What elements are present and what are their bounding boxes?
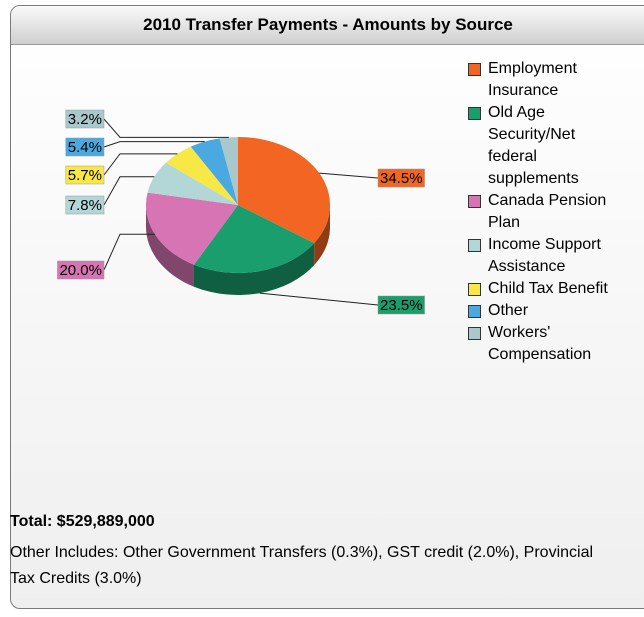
leader-line bbox=[103, 141, 205, 148]
leader-line bbox=[319, 172, 379, 179]
legend-swatch bbox=[468, 305, 481, 318]
data-label: 3.2% bbox=[68, 111, 102, 128]
legend-item: Workers' Compensation bbox=[466, 322, 628, 366]
legend-swatch bbox=[468, 107, 481, 120]
slice-side bbox=[193, 243, 315, 296]
slice bbox=[219, 137, 238, 205]
legend-swatch bbox=[468, 63, 481, 76]
legend-item: Other bbox=[466, 300, 628, 322]
label-box bbox=[65, 195, 105, 215]
leader-line bbox=[103, 233, 155, 271]
legend-label: Employment Insurance bbox=[488, 60, 577, 99]
legend-item: Child Tax Benefit bbox=[466, 278, 628, 300]
data-label: 23.5% bbox=[380, 297, 423, 314]
legend-swatch bbox=[468, 239, 481, 252]
label-box bbox=[65, 137, 105, 157]
other-note: Other Includes: Other Government Transfe… bbox=[10, 544, 594, 587]
legend-label: Old Age Security/Net federal supplements bbox=[488, 104, 579, 187]
legend-label: Child Tax Benefit bbox=[488, 280, 608, 297]
data-label: 5.7% bbox=[68, 167, 102, 184]
leader-line bbox=[103, 118, 229, 138]
slice bbox=[238, 137, 330, 244]
slice bbox=[190, 138, 238, 205]
slice-side bbox=[314, 205, 330, 266]
data-label: 20.0% bbox=[59, 262, 102, 279]
label-box bbox=[65, 165, 105, 185]
total-note: Total: $529,889,000 bbox=[10, 513, 155, 530]
slice bbox=[147, 162, 238, 205]
legend-item: Income Support Assistance bbox=[466, 234, 628, 278]
legend-item: Employment Insurance bbox=[466, 58, 628, 102]
legend: Employment Insurance Old Age Security/Net… bbox=[466, 58, 628, 366]
leader-line bbox=[103, 153, 178, 176]
legend-label: Income Support Assistance bbox=[488, 236, 601, 275]
slice bbox=[166, 146, 238, 205]
legend-swatch bbox=[468, 327, 481, 340]
slice bbox=[193, 205, 315, 274]
legend-swatch bbox=[468, 283, 481, 296]
slice-side bbox=[146, 205, 194, 287]
chart-title: 2010 Transfer Payments - Amounts by Sour… bbox=[11, 6, 644, 45]
legend-label: Workers' Compensation bbox=[488, 324, 592, 363]
data-label: 34.5% bbox=[380, 170, 423, 187]
label-box bbox=[377, 168, 425, 188]
label-box bbox=[65, 109, 105, 129]
panel: 2010 Transfer Payments - Amounts by Sour… bbox=[10, 5, 644, 609]
leader-line bbox=[103, 176, 155, 206]
slice bbox=[145, 192, 238, 265]
legend-item: Canada Pension Plan bbox=[466, 190, 628, 234]
leader-line bbox=[259, 292, 379, 306]
legend-label: Other bbox=[488, 302, 529, 319]
label-box bbox=[377, 295, 425, 315]
data-label: 5.4% bbox=[68, 139, 102, 156]
legend-swatch bbox=[468, 195, 481, 208]
label-box bbox=[57, 260, 105, 280]
legend-label: Canada Pension Plan bbox=[488, 192, 607, 231]
legend-item: Old Age Security/Net federal supplements bbox=[466, 102, 628, 190]
data-label: 7.8% bbox=[68, 197, 102, 214]
